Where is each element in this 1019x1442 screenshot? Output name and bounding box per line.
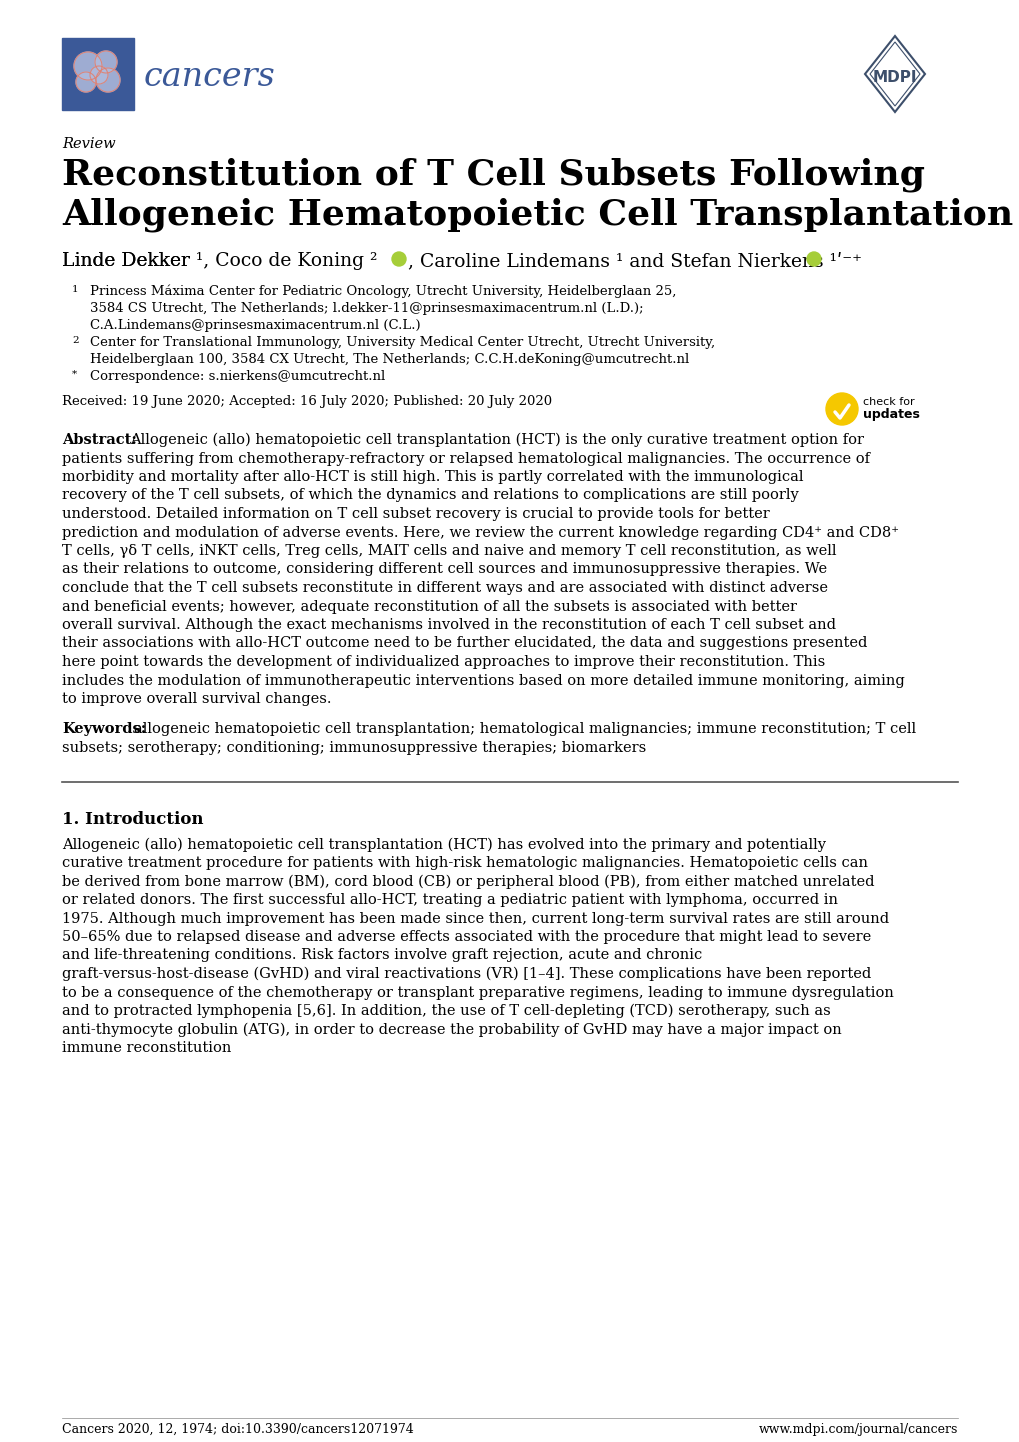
Text: Received: 19 June 2020; Accepted: 16 July 2020; Published: 20 July 2020: Received: 19 June 2020; Accepted: 16 Jul… (62, 395, 551, 408)
Text: Linde Dekker: Linde Dekker (62, 252, 196, 270)
Text: be derived from bone marrow (BM), cord blood (CB) or peripheral blood (PB), from: be derived from bone marrow (BM), cord b… (62, 874, 873, 888)
Text: 1975. Although much improvement has been made since then, current long-term surv: 1975. Although much improvement has been… (62, 911, 889, 926)
Text: iD: iD (809, 257, 817, 262)
Text: conclude that the T cell subsets reconstitute in different ways and are associat: conclude that the T cell subsets reconst… (62, 581, 827, 596)
Text: recovery of the T cell subsets, of which the dynamics and relations to complicat: recovery of the T cell subsets, of which… (62, 489, 798, 502)
Text: Linde Dekker ¹, Coco de Koning ²: Linde Dekker ¹, Coco de Koning ² (62, 252, 377, 270)
Text: 1. Introduction: 1. Introduction (62, 812, 204, 829)
Text: 2: 2 (72, 336, 78, 345)
Text: here point towards the development of individualized approaches to improve their: here point towards the development of in… (62, 655, 824, 669)
Text: patients suffering from chemotherapy-refractory or relapsed hematological malign: patients suffering from chemotherapy-ref… (62, 451, 869, 466)
Text: *: * (72, 371, 77, 379)
Text: T cells, γδ T cells, iNKT cells, Treg cells, MAIT cells and naive and memory T c: T cells, γδ T cells, iNKT cells, Treg ce… (62, 544, 836, 558)
Circle shape (76, 72, 96, 92)
Text: prediction and modulation of adverse events. Here, we review the current knowled: prediction and modulation of adverse eve… (62, 525, 898, 539)
Text: Reconstitution of T Cell Subsets Following: Reconstitution of T Cell Subsets Followi… (62, 159, 924, 192)
Text: iD: iD (394, 257, 403, 262)
Circle shape (95, 50, 117, 74)
Text: Allogeneic (allo) hematopoietic cell transplantation (HCT) has evolved into the : Allogeneic (allo) hematopoietic cell tra… (62, 838, 825, 852)
Text: 3584 CS Utrecht, The Netherlands; l.dekker-11@prinsesmaximacentrum.nl (L.D.);: 3584 CS Utrecht, The Netherlands; l.dekk… (90, 301, 643, 314)
Text: graft-versus-host-disease (GvHD) and viral reactivations (VR) [1–4]. These compl: graft-versus-host-disease (GvHD) and vir… (62, 968, 870, 982)
Text: Cancers 2020, 12, 1974; doi:10.3390/cancers12071974: Cancers 2020, 12, 1974; doi:10.3390/canc… (62, 1423, 414, 1436)
Text: C.A.Lindemans@prinsesmaximacentrum.nl (C.L.): C.A.Lindemans@prinsesmaximacentrum.nl (C… (90, 319, 420, 332)
Text: cancers: cancers (144, 61, 275, 92)
Text: includes the modulation of immunotherapeutic interventions based on more detaile: includes the modulation of immunotherape… (62, 673, 904, 688)
Text: www.mdpi.com/journal/cancers: www.mdpi.com/journal/cancers (758, 1423, 957, 1436)
Text: subsets; serotherapy; conditioning; immunosuppressive therapies; biomarkers: subsets; serotherapy; conditioning; immu… (62, 741, 646, 756)
Text: Heidelberglaan 100, 3584 CX Utrecht, The Netherlands; C.C.H.deKoning@umcutrecht.: Heidelberglaan 100, 3584 CX Utrecht, The… (90, 353, 689, 366)
Circle shape (90, 66, 108, 84)
Bar (62, 37, 133, 110)
Text: MDPI: MDPI (872, 69, 916, 85)
Circle shape (391, 252, 406, 265)
Text: check for: check for (862, 397, 914, 407)
Circle shape (825, 394, 857, 425)
Text: as their relations to outcome, considering different cell sources and immunosupp: as their relations to outcome, consideri… (62, 562, 826, 577)
Text: understood. Detailed information on T cell subset recovery is crucial to provide: understood. Detailed information on T ce… (62, 508, 769, 521)
Text: Allogeneic Hematopoietic Cell Transplantation: Allogeneic Hematopoietic Cell Transplant… (62, 198, 1012, 232)
Text: or related donors. The first successful allo-HCT, treating a pediatric patient w: or related donors. The first successful … (62, 893, 838, 907)
Text: their associations with allo-HCT outcome need to be further elucidated, the data: their associations with allo-HCT outcome… (62, 636, 866, 650)
Text: updates: updates (862, 408, 919, 421)
Text: Review: Review (62, 137, 115, 151)
Text: Allogeneic (allo) hematopoietic cell transplantation (HCT) is the only curative : Allogeneic (allo) hematopoietic cell tra… (129, 433, 863, 447)
Text: Center for Translational Immunology, University Medical Center Utrecht, Utrecht : Center for Translational Immunology, Uni… (90, 336, 714, 349)
Text: Abstract:: Abstract: (62, 433, 137, 447)
Text: allogeneic hematopoietic cell transplantation; hematological malignancies; immun: allogeneic hematopoietic cell transplant… (133, 722, 915, 737)
Text: 1: 1 (72, 286, 78, 294)
Text: , Caroline Lindemans ¹ and Stefan Nierkens ¹ʹ⁻⁺: , Caroline Lindemans ¹ and Stefan Nierke… (408, 252, 861, 270)
Text: curative treatment procedure for patients with high-risk hematologic malignancie: curative treatment procedure for patient… (62, 857, 867, 870)
Text: immune reconstitution: immune reconstitution (62, 1041, 231, 1056)
Text: Keywords:: Keywords: (62, 722, 146, 737)
Text: Correspondence: s.nierkens@umcutrecht.nl: Correspondence: s.nierkens@umcutrecht.nl (90, 371, 385, 384)
Text: morbidity and mortality after allo-HCT is still high. This is partly correlated : morbidity and mortality after allo-HCT i… (62, 470, 803, 485)
Text: to be a consequence of the chemotherapy or transplant preparative regimens, lead: to be a consequence of the chemotherapy … (62, 985, 893, 999)
Text: and life-threatening conditions. Risk factors involve graft rejection, acute and: and life-threatening conditions. Risk fa… (62, 949, 701, 962)
Text: to improve overall survival changes.: to improve overall survival changes. (62, 692, 331, 707)
Text: Princess Máxima Center for Pediatric Oncology, Utrecht University, Heidelberglaa: Princess Máxima Center for Pediatric Onc… (90, 286, 676, 298)
Circle shape (74, 52, 102, 79)
Text: anti-thymocyte globulin (ATG), in order to decrease the probability of GvHD may : anti-thymocyte globulin (ATG), in order … (62, 1022, 841, 1037)
Circle shape (806, 252, 820, 265)
Text: and to protracted lymphopenia [5,6]. In addition, the use of T cell-depleting (T: and to protracted lymphopenia [5,6]. In … (62, 1004, 829, 1018)
Text: overall survival. Although the exact mechanisms involved in the reconstitution o: overall survival. Although the exact mec… (62, 619, 836, 632)
Circle shape (96, 68, 120, 92)
Text: 50–65% due to relapsed disease and adverse effects associated with the procedure: 50–65% due to relapsed disease and adver… (62, 930, 870, 945)
Text: and beneficial events; however, adequate reconstitution of all the subsets is as: and beneficial events; however, adequate… (62, 600, 796, 613)
